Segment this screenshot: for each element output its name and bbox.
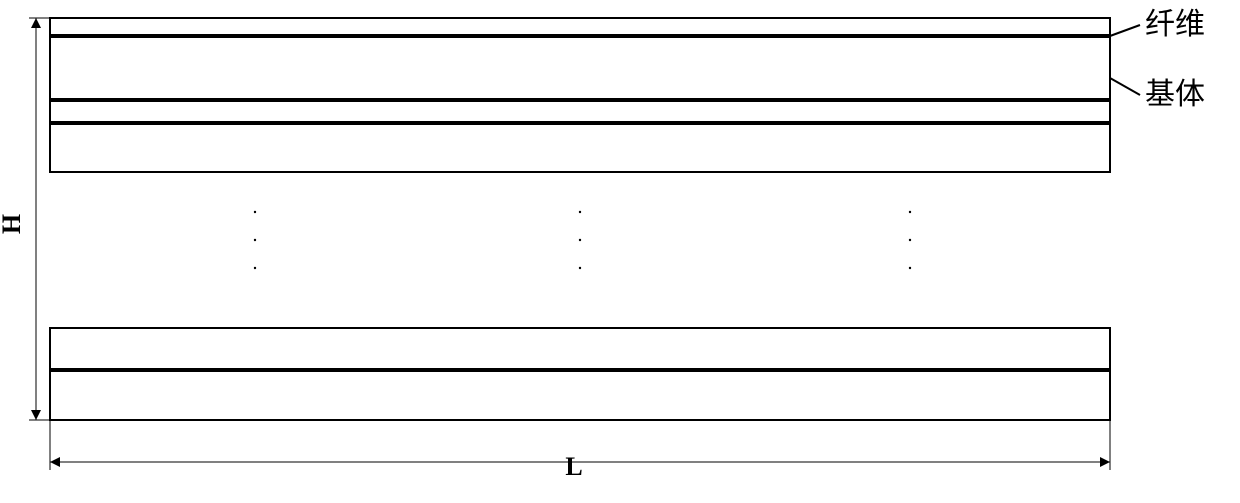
leader-line-matrix xyxy=(1110,78,1140,95)
dim-l-arrow-right xyxy=(1100,457,1110,467)
ellipsis-dot xyxy=(909,267,911,269)
dim-h-arrow-bottom xyxy=(31,410,41,420)
label-matrix: 基体 xyxy=(1145,78,1205,111)
dim-h-label: H xyxy=(0,214,26,234)
bottom-laminate-box xyxy=(50,328,1110,420)
ellipsis-dot xyxy=(254,211,256,213)
ellipsis-dot xyxy=(579,267,581,269)
ellipsis-dot xyxy=(579,239,581,241)
ellipsis-dot xyxy=(909,239,911,241)
dim-l-arrow-left xyxy=(50,457,60,467)
ellipsis-dot xyxy=(254,239,256,241)
leader-line-fiber xyxy=(1110,25,1140,36)
dim-l-label: L xyxy=(565,452,582,481)
ellipsis-dot xyxy=(254,267,256,269)
dim-h-arrow-top xyxy=(31,18,41,28)
ellipsis-dot xyxy=(909,211,911,213)
ellipsis-dot xyxy=(579,211,581,213)
top-laminate-box xyxy=(50,18,1110,172)
label-fiber: 纤维 xyxy=(1145,8,1205,41)
